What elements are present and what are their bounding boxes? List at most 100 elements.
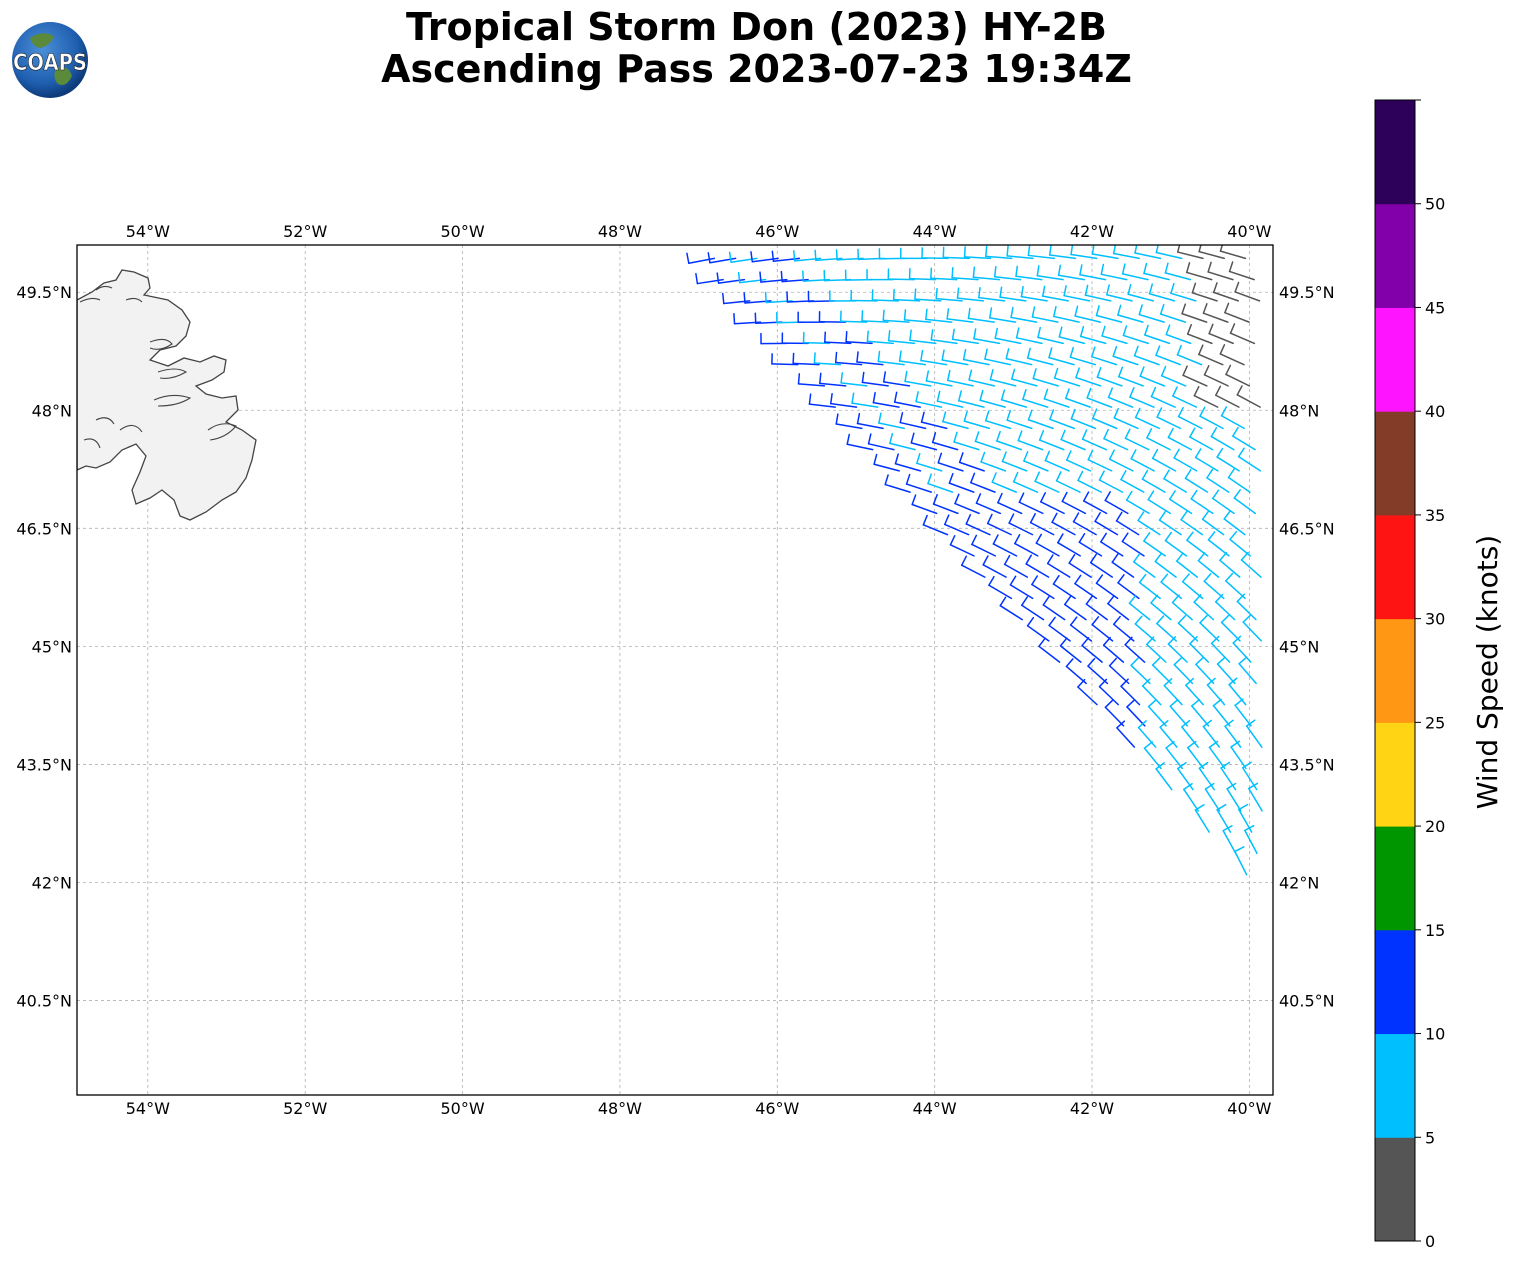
wind-barb [1077, 470, 1102, 493]
wind-barb [1027, 245, 1056, 260]
lon-label: 52°W [283, 1099, 327, 1118]
wind-barb [844, 269, 873, 281]
lon-label: 48°W [598, 1099, 642, 1118]
wind-barb [1191, 698, 1210, 727]
wind-barb [1095, 574, 1119, 600]
wind-barb [1095, 305, 1123, 323]
wind-barb [882, 309, 910, 323]
wind-barb [1038, 430, 1065, 451]
wind-barb [1009, 575, 1034, 600]
wind-barb [1223, 510, 1246, 536]
wind-barb [1091, 346, 1118, 366]
wind-barb [1098, 678, 1119, 706]
wind-barb [893, 391, 921, 408]
lon-label: 52°W [283, 222, 327, 241]
wind-barb [771, 353, 799, 366]
colorbar-bin [1375, 514, 1415, 620]
wind-barb [1127, 223, 1153, 237]
wind-barb [1165, 741, 1183, 770]
wind-barb [1207, 261, 1234, 281]
wind-barb [1108, 449, 1134, 472]
colorbar-bin [1375, 411, 1415, 516]
wind-barb [1074, 305, 1102, 323]
wind-barb [1134, 245, 1162, 260]
lat-label: 40.5°N [1279, 992, 1335, 1011]
lat-label: 45°N [32, 637, 72, 656]
wind-barb [1230, 740, 1247, 770]
wind-barb [1020, 286, 1048, 302]
wind-barb [1048, 245, 1077, 260]
wind-barb [989, 307, 1017, 323]
wind-barb [1053, 305, 1080, 323]
colorbar-bin [1375, 1033, 1415, 1138]
wind-barb [1177, 406, 1203, 430]
wind-barb [956, 287, 985, 302]
wind-barb [1037, 326, 1064, 345]
wind-barb [856, 412, 884, 430]
wind-barb [1184, 469, 1209, 493]
colorbar-tick-label: 35 [1425, 506, 1445, 525]
wind-barb [1204, 782, 1221, 812]
wind-barb [903, 309, 932, 323]
wind-barb [1150, 594, 1172, 621]
wind-barb [1170, 222, 1195, 237]
wind-barb [935, 287, 963, 302]
wind-barb [871, 229, 897, 239]
colorbar-tick-label: 45 [1425, 298, 1445, 317]
wind-barb [925, 308, 953, 323]
wind-barb [1228, 677, 1247, 706]
wind-barb [1228, 261, 1255, 281]
wind-barb [1100, 532, 1124, 557]
wind-barb [1079, 326, 1107, 345]
wind-barb [954, 493, 980, 515]
wind-barb [887, 268, 916, 281]
wind-barb [978, 286, 1006, 302]
colorbar-bin [1375, 618, 1415, 723]
wind-barb [846, 433, 874, 451]
wind-barb [1219, 344, 1245, 366]
wind-barb [1120, 678, 1141, 706]
wind-barb [1116, 720, 1136, 748]
wind-barb [911, 494, 938, 515]
wind-barb [1248, 782, 1263, 812]
wind-barb [1049, 409, 1076, 430]
wind-barb [1070, 408, 1097, 430]
wind-barb [1185, 262, 1213, 281]
wind-barb [944, 514, 970, 536]
wind-barb [992, 534, 1018, 557]
lon-labels-bottom: 54°W 52°W 50°W 48°W 46°W 44°W 42°W 40°W [126, 1099, 1272, 1118]
wind-barb [1177, 761, 1194, 791]
wind-barb [1128, 594, 1151, 621]
wind-barb [1159, 720, 1178, 748]
wind-barb [1199, 406, 1224, 430]
colorbar-bin [1375, 203, 1415, 308]
wind-barb [999, 596, 1023, 621]
wind-barb [958, 390, 985, 408]
wind-barb [1222, 825, 1237, 855]
wind-barb [861, 310, 889, 323]
wind-barb [1077, 678, 1098, 706]
wind-barb [1199, 614, 1220, 642]
wind-barb [1150, 386, 1176, 408]
wind-barb [834, 351, 863, 366]
wind-barb [1121, 532, 1145, 557]
wind-barb [1020, 225, 1046, 237]
lat-label: 42°N [1279, 874, 1319, 893]
wind-barb [894, 453, 922, 472]
lon-label: 44°W [913, 1099, 957, 1118]
wind-barb [1220, 614, 1241, 642]
wind-barb [1191, 221, 1216, 237]
wind-barb [1181, 573, 1204, 600]
lon-label: 50°W [440, 222, 484, 241]
wind-barb [1173, 656, 1194, 685]
wind-barb [1193, 594, 1215, 621]
wind-barb [1170, 282, 1197, 302]
wind-barb [993, 266, 1022, 281]
wind-barb [1158, 511, 1182, 536]
wind-barb [999, 286, 1027, 302]
wind-barb [985, 245, 1013, 260]
wind-barb [1180, 510, 1204, 536]
wind-barb [989, 369, 1017, 387]
continent-shape [30, 33, 54, 48]
wind-barb [1212, 282, 1240, 302]
